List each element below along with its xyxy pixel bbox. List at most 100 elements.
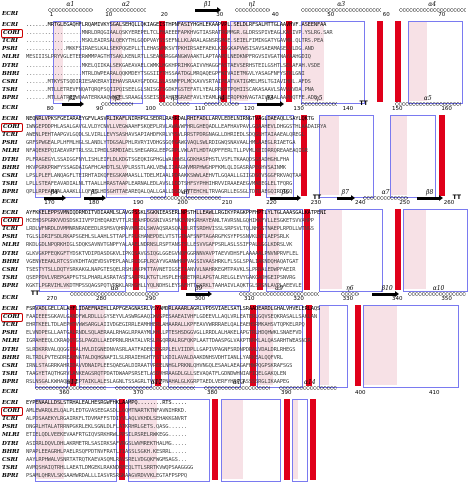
similarity-shading <box>266 116 277 195</box>
ruler-tick: 50 <box>327 12 335 18</box>
similarity-box <box>390 115 437 198</box>
sequence-name: TCRI <box>2 132 18 139</box>
ruler-tick: 200 <box>177 200 188 206</box>
sequence-name: TCRI <box>2 226 18 233</box>
sequence-row: CORI FAAIEEESGKAVLGANDFWLRDLLLGYSEYVLASWR… <box>0 313 474 323</box>
strand-arrow <box>61 101 84 107</box>
ruler-tick: 90 <box>96 106 103 112</box>
similarity-shading <box>231 22 249 101</box>
sequence-name: TSRI <box>2 370 18 377</box>
residue-ruler: 1 10 20 30 40 50 60 70 <box>0 12 474 20</box>
sequence-name: ECRI <box>2 306 18 312</box>
conserved-column <box>221 21 228 102</box>
sequence-row: BHRI RLTRDLPVTEGDREAHNATALDQHGNAFILSLRRAI… <box>0 354 474 362</box>
ss-element-label: α5 <box>423 95 432 102</box>
sequence-residues: .......MRTGLEGAQHFLRQAMIVKYSGALSEHQLLQKI… <box>26 22 327 28</box>
sequence-name: ECRI <box>2 400 18 406</box>
ss-element-label: β9 <box>195 285 203 292</box>
sequence-residues: .......MTLLETREVFNQATQRQFSQIIPQISEELGLSN… <box>26 86 314 93</box>
sequence-name: CORI <box>1 123 23 133</box>
ss-element-label: η1 <box>248 1 256 8</box>
sequence-row: CSRI .......MTKYSTSQDIRIESAKERAYIEHAVSRAA… <box>0 78 474 86</box>
sequence-row: MLRI IGRAHEEQLCKRAQQTGSLPAGDLLAEDPRNLRHAT… <box>0 337 474 345</box>
similarity-box <box>265 209 304 292</box>
sequence-residues: FAAIEEESGKAVLGANDFWLRDLLLGYSEYVLASWRGAAQ… <box>26 314 317 321</box>
ruler-tick: 1 <box>49 12 54 18</box>
sequence-row: TCRI ALPDSAAEKYLRGAIRKFLTDVMAFFSTDIYVLAQL… <box>0 415 474 423</box>
sequence-residues: IGRAHEEQLCKRAQQTGSLPAGDLLAEDPRNLRHATALVR… <box>26 338 311 345</box>
similarity-shading <box>408 22 428 101</box>
ss-element-label: β3 <box>266 95 274 102</box>
ruler-tick: 110 <box>194 106 206 112</box>
sequence-name: BHRI <box>2 354 20 361</box>
ruler-tick: 100 <box>145 106 156 112</box>
sequence-row: BPRI RSLNSGALKWHAQKDGEPTAIKLALESLAGNLTSSA… <box>0 378 474 386</box>
sequence-residues: .......MTKYSTSQDIRIESAKERAYIEHAVSRAAYGFD… <box>26 78 311 85</box>
sequence-name: TSRI <box>2 86 18 93</box>
similarity-shading <box>35 400 64 479</box>
helix-glyph <box>398 8 466 12</box>
sequence-residues: RLTRDLPVTEGDREAHNATALDQHGNAFILSLRRAIEHGH… <box>26 354 283 361</box>
sequence-name: BPRI <box>2 282 19 289</box>
sequence-name: TCRI <box>2 38 18 45</box>
ruler-tick: 290 <box>145 296 156 302</box>
conserved-column <box>159 21 166 102</box>
sequence-name: ECRI <box>2 22 18 28</box>
conserved-column <box>285 21 292 102</box>
ruler-tick: 40 <box>271 12 279 18</box>
residue-ruler: 270 280 290 300 310 320 330 340 350 <box>0 296 474 304</box>
sequence-residues: DNGRLHTALATRRNPGKRLEKLSGNLDLFLATKRHRLGET… <box>26 424 187 431</box>
sequence-row: TCRI LRDLWFNRDLDVMMNRNRADEEDLRSMSVQHRAVNR… <box>0 225 474 233</box>
sequence-name: BHRI <box>2 70 20 77</box>
sequence-row: TCRI AWENLPEHTAAPGVLGQDLSLVIRLLEVYSASHAVS… <box>0 131 474 139</box>
sequence-name: BHRI <box>2 164 20 171</box>
ss-reference-label: ECRI <box>2 105 18 111</box>
sequence-name: ECRI <box>2 210 18 216</box>
ruler-tick: 70 <box>438 12 446 18</box>
sequence-row: MLRI ETIELQDLVEEKEVAAFRTGIQVSRKHRWLPPSILR… <box>0 431 474 439</box>
sequence-row: TSRI TAAGYETAQTHGRVLANKEAGSRQTPDATDWAAPSR… <box>0 370 474 378</box>
ruler-tick: 300 <box>194 296 206 302</box>
sequence-name: TCRI <box>2 416 18 423</box>
sequence-row: ECRI FSRVADLGELLALAHFLIDAEFNAIHLLAPFGEAGN… <box>0 305 474 313</box>
ss-element-label: β4 <box>50 189 59 196</box>
ss-element-label: α4 <box>428 1 437 8</box>
ss-element-label: α1 <box>66 1 75 8</box>
sequence-residues: ALPDSAAEKYLRGAIRKFLTDVMAFFSTDIYVLAQLVKHD… <box>26 416 187 423</box>
similarity-shading <box>222 400 243 479</box>
strand-arrow <box>270 195 302 201</box>
alignment-block: ECRI TT α8 β9 α9 η6 β10 α10 270 280 290 300 310 320 33… <box>0 285 474 388</box>
helix-glyph <box>301 102 337 106</box>
similarity-box <box>403 209 468 292</box>
ruler-tick: 370 <box>133 390 144 396</box>
sequence-name: CORI <box>1 407 23 417</box>
sequence-row: DTRI ..................MKELQIIKALSEKGAEAV… <box>0 62 474 70</box>
ruler-tick: 230 <box>310 200 322 206</box>
sequence-residues: TGLSLDRIFSDLRKAPSGEHLSLAAHLSTTAPLFPLKHAN… <box>26 234 290 241</box>
similarity-shading <box>364 306 398 385</box>
ss-element-label: β8 <box>426 189 434 196</box>
helix-glyph <box>48 8 93 12</box>
sequence-residues: NEQNRLVPKSFGEIARAEYGFVLASVRLIKAFLNIRHPGL… <box>26 116 314 122</box>
similarity-shading <box>35 116 52 195</box>
sequence-residues: EHRTKEELTDLAEPHTVWWSARGLAIIVDGEGIRRLEAMH… <box>26 322 305 329</box>
sequence-residues: NPAPLEEAGRHLPAELRSQFPDTNVFRATLTIASSLSGKH… <box>26 448 187 455</box>
similarity-shading <box>266 210 280 289</box>
helix-glyph <box>279 386 337 390</box>
ss-element-label: β2 <box>68 95 76 102</box>
sequence-residues: NFAQEKEPQIAEAVRFTRLSSLIPHDLSRMDIAELSHEGA… <box>26 148 308 155</box>
sequence-name: TSRI <box>2 274 18 281</box>
sequence-row: BPRI KGKTLPGRVIHLVKDTMPSSQAGSPQTVPRKLARKG… <box>0 282 474 290</box>
sequence-name: BPRI <box>2 94 19 101</box>
similarity-box <box>105 115 166 198</box>
helix-glyph <box>234 8 271 12</box>
sequence-row: PSRI TGLSLDRIFSDLRKAPSGEHLSLAAHLSTTAPLFPL… <box>0 233 474 241</box>
similarity-box <box>176 21 219 104</box>
helix-glyph <box>239 292 320 296</box>
sequence-name: PSRI <box>2 140 18 147</box>
sequence-residues: TSESTYTSLLDQTYSRKAKGLNAPGTESQELRSHLAKPKT… <box>26 266 296 273</box>
ruler-tick: 220 <box>266 200 277 206</box>
ss-reference-label: ECRI <box>2 389 18 395</box>
ruler-tick: 190 <box>133 200 144 206</box>
ruler-tick: 390 <box>281 390 292 396</box>
